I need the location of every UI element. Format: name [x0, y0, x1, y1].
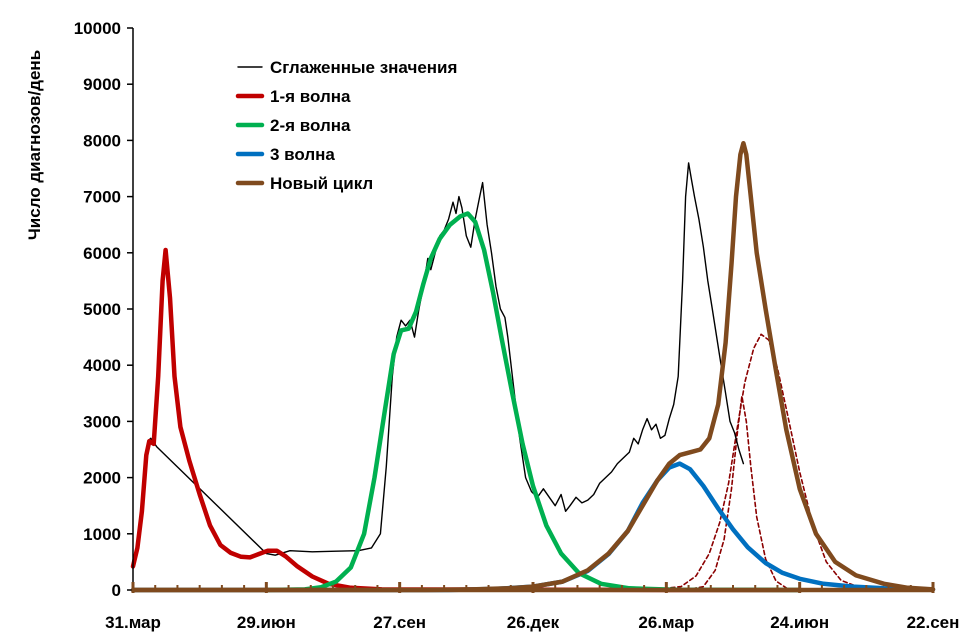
x-tick-label: 22.сен	[907, 613, 960, 632]
x-tick-label: 27.сен	[373, 613, 426, 632]
y-tick-label: 5000	[83, 300, 121, 319]
x-tick-label: 29.июн	[237, 613, 296, 632]
series-1-я-волна	[130, 247, 802, 593]
axes-layer	[132, 28, 933, 593]
series-2-я-волна	[264, 211, 802, 593]
legend-label: 3 волна	[270, 145, 335, 164]
y-tick-label: 4000	[83, 356, 121, 375]
y-tick-label: 8000	[83, 131, 121, 150]
y-tick-label: 7000	[83, 188, 121, 207]
y-tick-label: 0	[112, 581, 121, 600]
series-component-5	[684, 395, 801, 591]
legend: Сглаженные значения 1-я волна 2-я волна 3 в…	[235, 58, 457, 193]
y-tick-label: 9000	[83, 75, 121, 94]
y-tick-label: 1000	[83, 525, 121, 544]
y-tick-label: 10000	[74, 19, 121, 38]
legend-label: Новый цикл	[270, 174, 373, 193]
y-tick-label: 2000	[83, 469, 121, 488]
legend-label: 2-я волна	[270, 116, 351, 135]
legend-label: Сглаженные значения	[270, 58, 457, 77]
legend-label: 1-я волна	[270, 87, 351, 106]
y-axis-title: Число диагнозов/день	[25, 50, 44, 240]
x-tick-label: 24.июн	[770, 613, 829, 632]
series-component-6	[649, 333, 885, 591]
series-новый-цикл	[130, 140, 936, 593]
x-tick-label: 26.дек	[507, 613, 560, 632]
x-tick-label: 31.мар	[105, 613, 161, 632]
x-tick-label: 26.мар	[638, 613, 694, 632]
y-tick-label: 6000	[83, 244, 121, 263]
series-сглаженные-значения	[147, 162, 745, 556]
ticks-layer: 0 1000 2000 3000 4000 5000 6000 7000 8000 9000 100…	[74, 19, 960, 632]
series-layer	[130, 140, 936, 593]
y-tick-label: 3000	[83, 412, 121, 431]
